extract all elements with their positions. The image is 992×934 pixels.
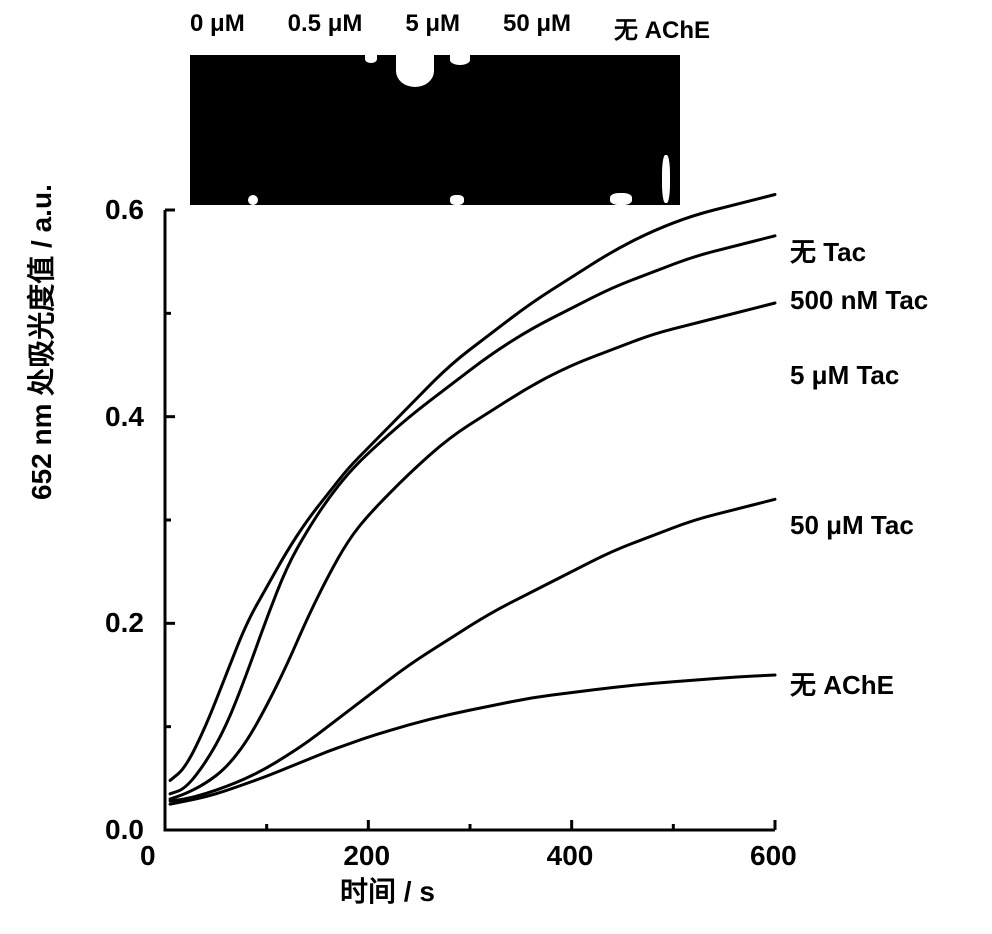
series-label: 50 μM Tac [790, 510, 914, 541]
ytick-label: 0.6 [105, 194, 144, 226]
xtick-label: 200 [343, 840, 390, 872]
series-label: 5 μM Tac [790, 360, 899, 391]
x-axis-label: 时间 / s [340, 870, 435, 910]
xtick-label: 400 [547, 840, 594, 872]
ytick-label: 0.2 [105, 607, 144, 639]
series-label: 无 Tac [790, 232, 866, 269]
xtick-label: 600 [750, 840, 797, 872]
series-label: 无 AChE [790, 665, 894, 702]
chart-svg [0, 0, 992, 934]
figure-root: 0 μM 0.5 μM 5 μM 50 μM 无 AChE 652 nm 处吸光… [0, 0, 992, 934]
y-axis-label: 652 nm 处吸光度值 / a.u. [20, 184, 60, 500]
ytick-label: 0.0 [105, 814, 144, 846]
series-label: 500 nM Tac [790, 285, 928, 316]
ytick-label: 0.4 [105, 401, 144, 433]
